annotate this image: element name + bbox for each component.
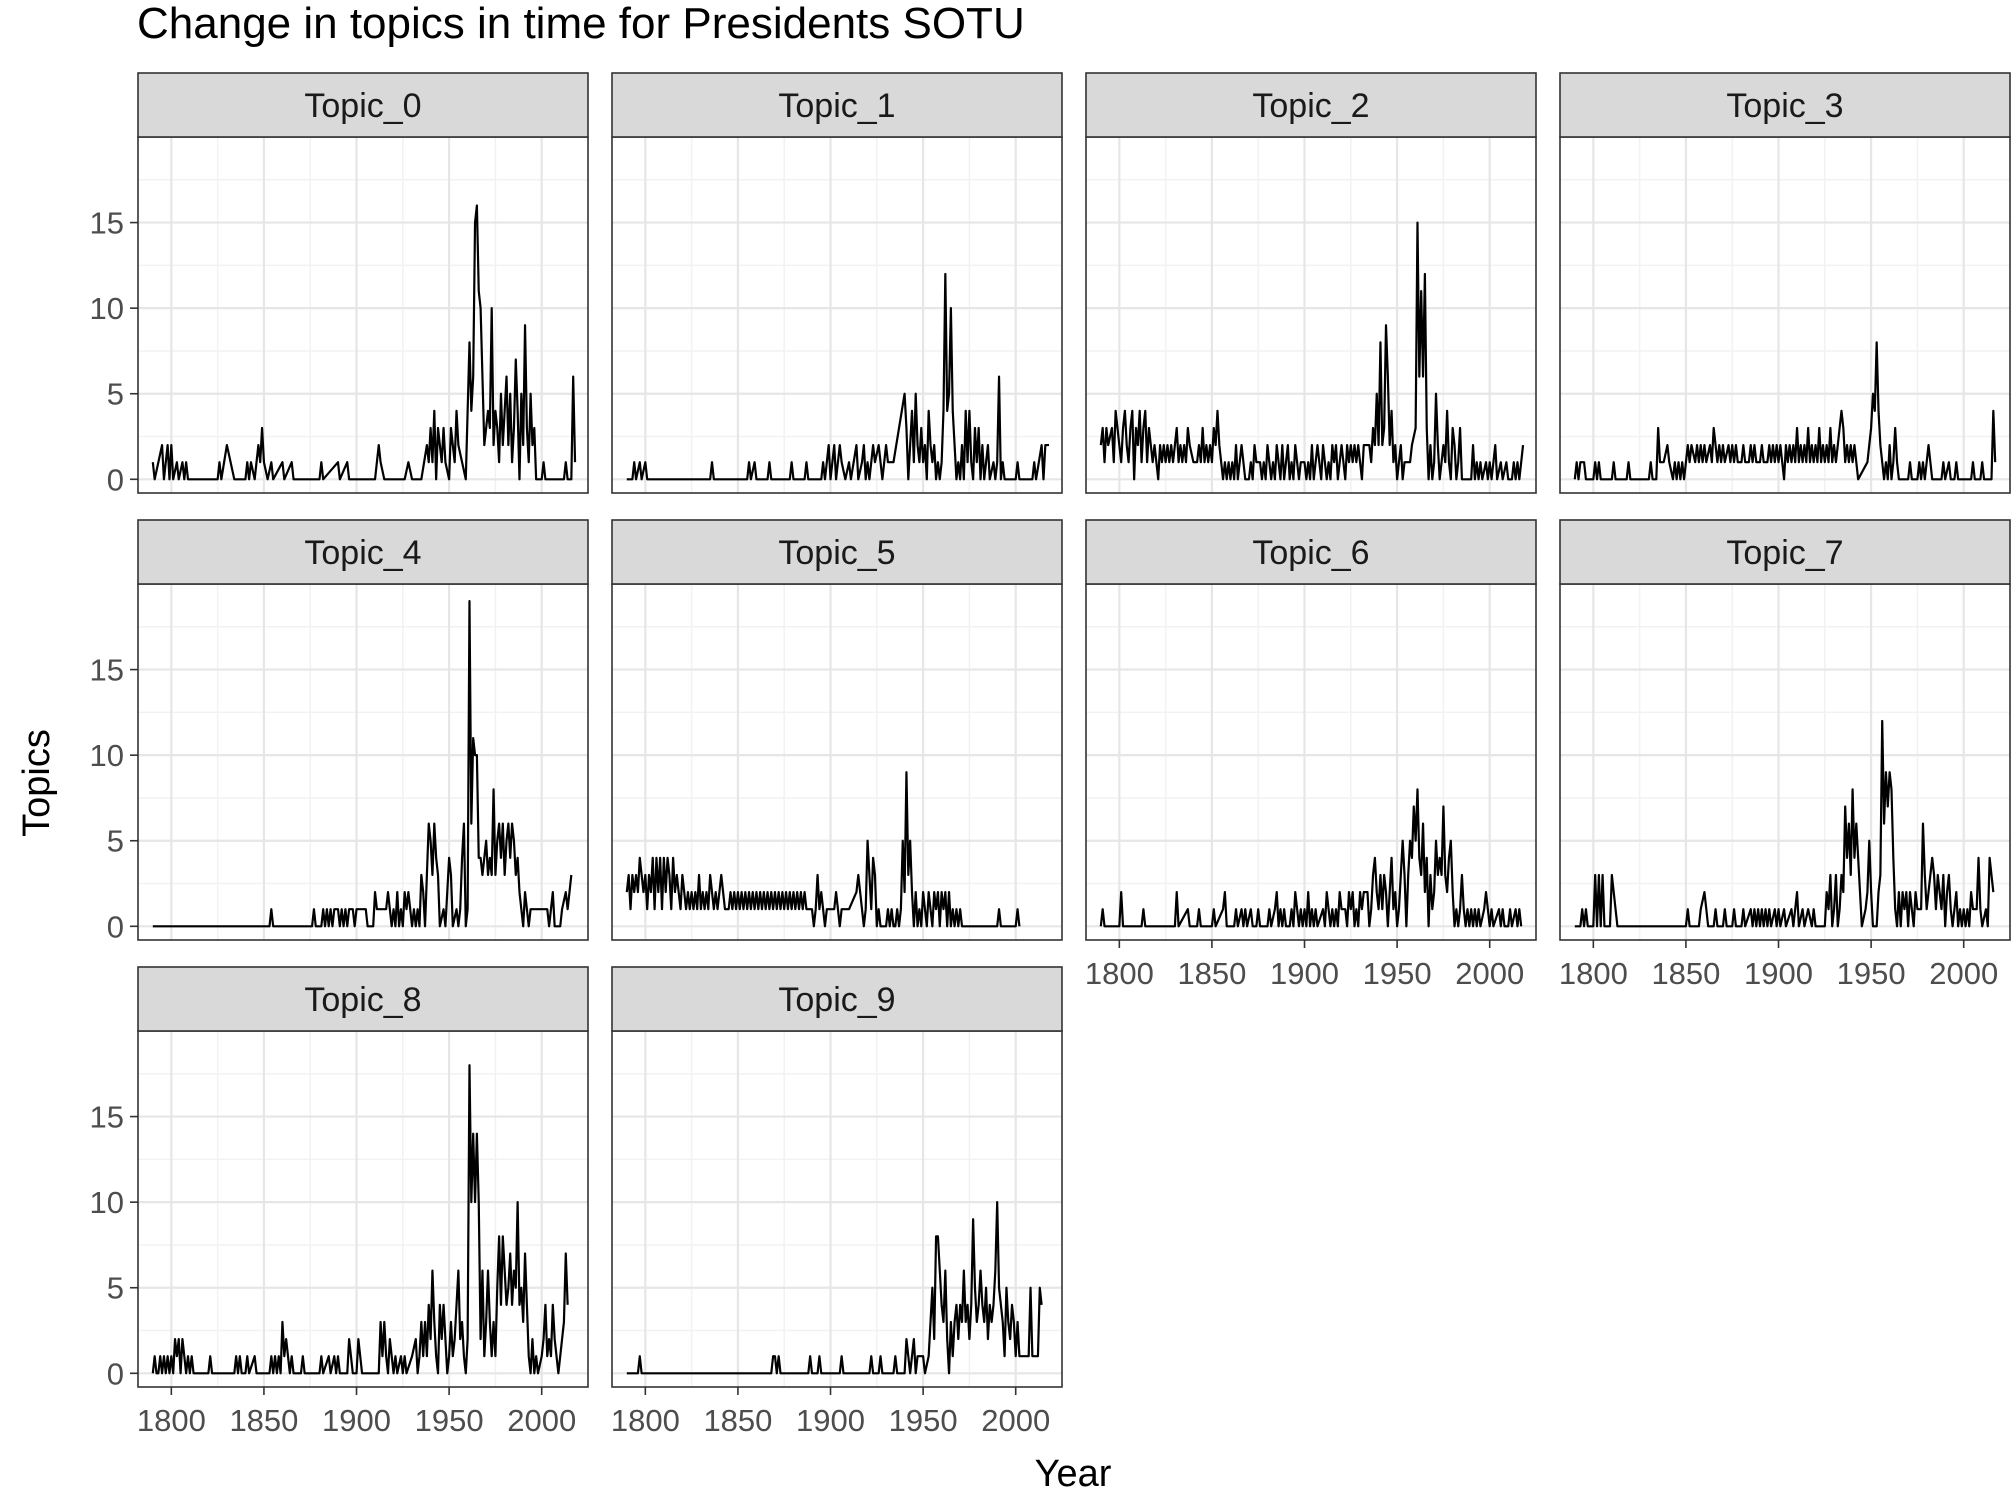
y-tick-label: 15	[90, 206, 124, 241]
x-tick-label: 1800	[1559, 956, 1628, 991]
y-tick-label: 5	[107, 1271, 124, 1306]
x-tick-label: 1850	[1651, 956, 1720, 991]
x-tick-label: 1850	[1177, 956, 1246, 991]
series-line-topic-1	[626, 272, 1050, 481]
panel-plot-area	[1560, 137, 2010, 493]
panel-topic-1: Topic_1	[611, 72, 1063, 494]
facet-strip	[1559, 72, 2011, 138]
facet-strip-label: Topic_6	[1252, 534, 1369, 572]
x-tick-label: 1950	[1837, 956, 1906, 991]
series-line-topic-9	[626, 1201, 1043, 1375]
panel-plot-area	[612, 137, 1062, 493]
series-line-topic-4	[152, 600, 573, 928]
x-tick-label: 1950	[889, 1403, 958, 1438]
panel-plot-area	[1086, 137, 1536, 493]
series-line-topic-8	[151, 1064, 569, 1375]
facet-strip	[1085, 72, 1537, 138]
y-tick-label: 15	[90, 1100, 124, 1135]
panel-plot-area	[612, 1031, 1062, 1387]
y-tick-label: 0	[107, 462, 124, 497]
x-tick-label: 1950	[415, 1403, 484, 1438]
panel-plot-area	[138, 1031, 588, 1387]
x-tick-label: 1850	[703, 1403, 772, 1438]
x-tick-label: 1800	[137, 1403, 206, 1438]
y-tick-label: 5	[107, 377, 124, 412]
y-tick-label: 10	[90, 1185, 124, 1220]
x-tick-label: 1950	[1363, 956, 1432, 991]
y-axis-title: Topics	[16, 729, 58, 837]
y-tick-label: 10	[90, 291, 124, 326]
facet-strip-label: Topic_9	[778, 981, 895, 1019]
facet-strip	[611, 72, 1063, 138]
series-line-topic-7	[1574, 719, 1995, 928]
facet-strip	[1559, 519, 2011, 585]
y-tick-label: 15	[90, 653, 124, 688]
y-tick-label: 5	[107, 824, 124, 859]
x-tick-label: 2000	[507, 1403, 576, 1438]
x-tick-label: 1900	[1270, 956, 1339, 991]
panel-topic-4: Topic_4 0 5 10 15	[90, 519, 589, 944]
facet-strip	[137, 72, 589, 138]
y-tick-label: 0	[107, 909, 124, 944]
panel-topic-2: Topic_2	[1085, 72, 1537, 494]
series-line-topic-0	[151, 204, 577, 481]
panel-topic-3: Topic_3	[1559, 72, 2011, 494]
facet-strip	[611, 966, 1063, 1032]
x-tick-label: 2000	[981, 1403, 1050, 1438]
series-line-topic-3	[1573, 341, 1997, 481]
facet-strip	[1085, 519, 1537, 585]
series-line-topic-5	[625, 771, 1021, 928]
x-tick-label: 1900	[1744, 956, 1813, 991]
facet-strip-label: Topic_3	[1726, 87, 1843, 125]
facet-strip	[611, 519, 1063, 585]
facet-strip-label: Topic_7	[1726, 534, 1843, 572]
facet-strip-label: Topic_2	[1252, 87, 1369, 125]
x-tick-label: 2000	[1929, 956, 1998, 991]
x-tick-label: 1800	[1085, 956, 1154, 991]
y-tick-label: 0	[107, 1356, 124, 1391]
y-tick-label: 10	[90, 738, 124, 773]
series-line-topic-2	[1099, 221, 1525, 481]
panel-topic-0: Topic_0 0 5 10 15	[90, 72, 589, 497]
panel-plot-area	[612, 584, 1062, 940]
panel-topic-8: Topic_8 0 5 10 15 1800 1850 1900 1950 2000	[90, 966, 589, 1438]
panel-topic-6: Topic_6 1800 1850 1900 1950 2000	[1085, 519, 1537, 991]
series-line-topic-6	[1099, 788, 1523, 928]
panel-topic-9: Topic_9 1800 1850 1900 1950 2000	[611, 966, 1063, 1438]
facet-strip-label: Topic_1	[778, 87, 895, 125]
facet-strip-label: Topic_5	[778, 534, 895, 572]
facet-strip-label: Topic_8	[304, 981, 421, 1019]
facet-strip-label: Topic_4	[304, 534, 421, 572]
x-tick-label: 1800	[611, 1403, 680, 1438]
facet-strip-label: Topic_0	[304, 87, 421, 125]
panel-topic-5: Topic_5	[611, 519, 1063, 941]
facet-panels: Topic_0 0 5 10 15 Topic_1 Topic_2 Topic_3 Topic_…	[90, 72, 2011, 1438]
x-tick-label: 1900	[322, 1403, 391, 1438]
facet-strip	[137, 966, 589, 1032]
panel-topic-7: Topic_7 1800 1850 1900 1950 2000	[1559, 519, 2011, 991]
x-tick-label: 2000	[1455, 956, 1524, 991]
panel-plot-area	[138, 584, 588, 940]
x-axis-title: Year	[1035, 1453, 1112, 1495]
facet-strip	[137, 519, 589, 585]
x-tick-label: 1850	[229, 1403, 298, 1438]
chart-title: Change in topics in time for Presidents …	[137, 0, 1025, 48]
panel-plot-area	[1086, 584, 1536, 940]
x-tick-label: 1900	[796, 1403, 865, 1438]
